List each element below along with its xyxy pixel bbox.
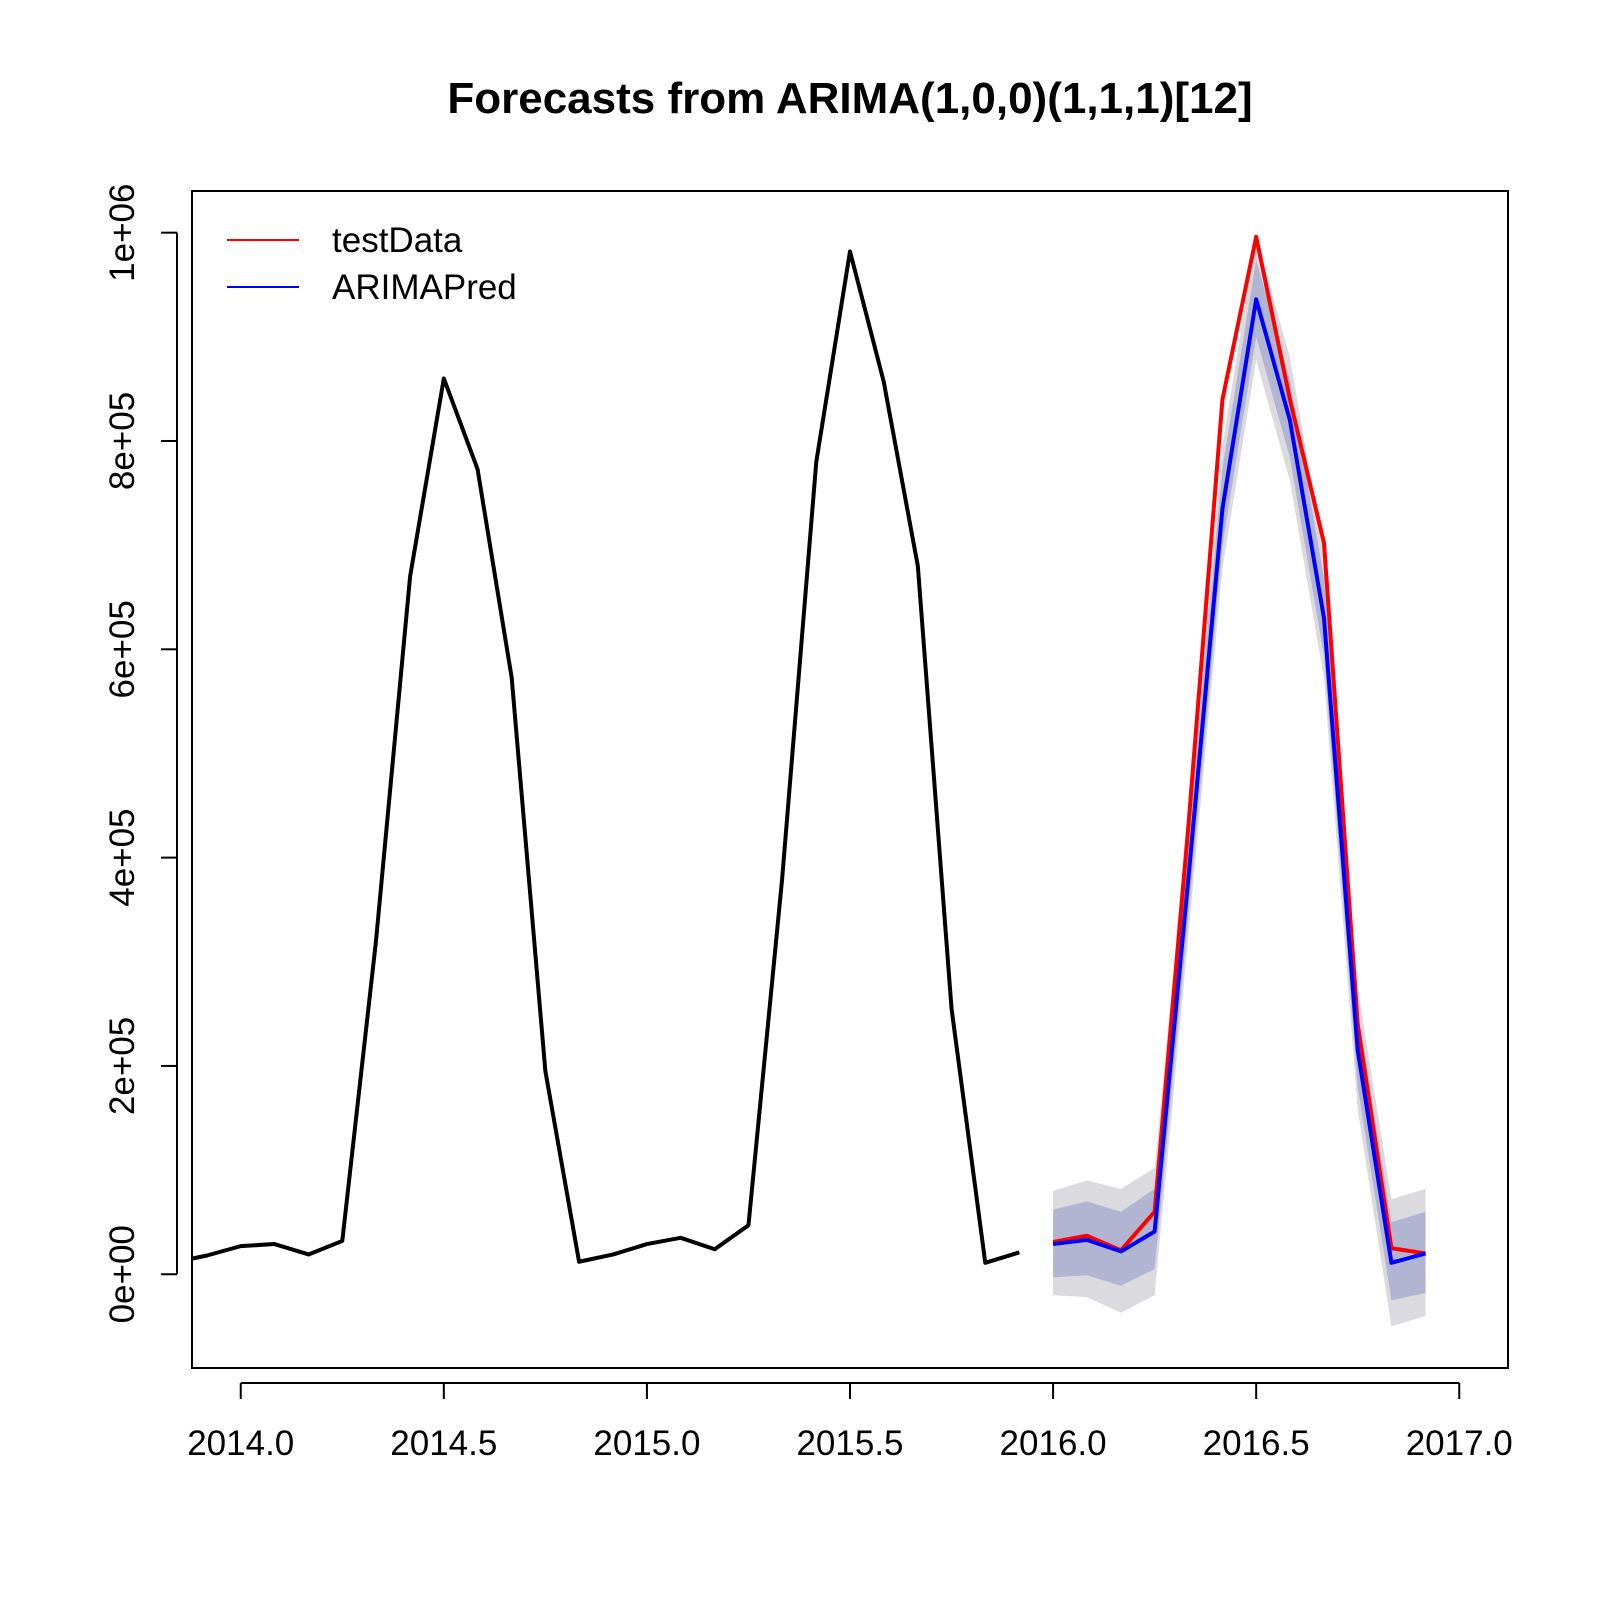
legend-label-testdata: testData: [332, 221, 463, 260]
x-tick-label: 2016.5: [1203, 1424, 1310, 1463]
y-tick-label: 1e+06: [103, 184, 142, 282]
legend: testData ARIMAPred: [227, 221, 517, 307]
y-tick-label: 2e+05: [103, 1017, 142, 1115]
y-tick-label: 6e+05: [103, 600, 142, 698]
y-tick-label: 8e+05: [103, 392, 142, 490]
x-tick-label: 2014.5: [390, 1424, 497, 1463]
x-tick-label: 2014.0: [187, 1424, 294, 1463]
chart-title: Forecasts from ARIMA(1,0,0)(1,1,1)[12]: [447, 74, 1252, 123]
series-line-arimapred: [1052, 297, 1427, 1265]
legend-label-arimapred: ARIMAPred: [332, 268, 517, 307]
x-tick-label: 2016.0: [1000, 1424, 1107, 1463]
x-tick-label: 2015.5: [796, 1424, 903, 1463]
plot-area: [191, 234, 1427, 1327]
series-line-historical: [191, 249, 1020, 1265]
y-tick-label: 4e+05: [103, 808, 142, 906]
y-tick-label: 0e+00: [103, 1225, 142, 1323]
x-tick-label: 2017.0: [1406, 1424, 1513, 1463]
x-tick-label: 2015.0: [593, 1424, 700, 1463]
axes: 2014.0 2014.5 2015.0 2015.5 2016.0 2016.5 2017…: [103, 184, 1513, 1463]
plot-frame: [191, 190, 1509, 1369]
